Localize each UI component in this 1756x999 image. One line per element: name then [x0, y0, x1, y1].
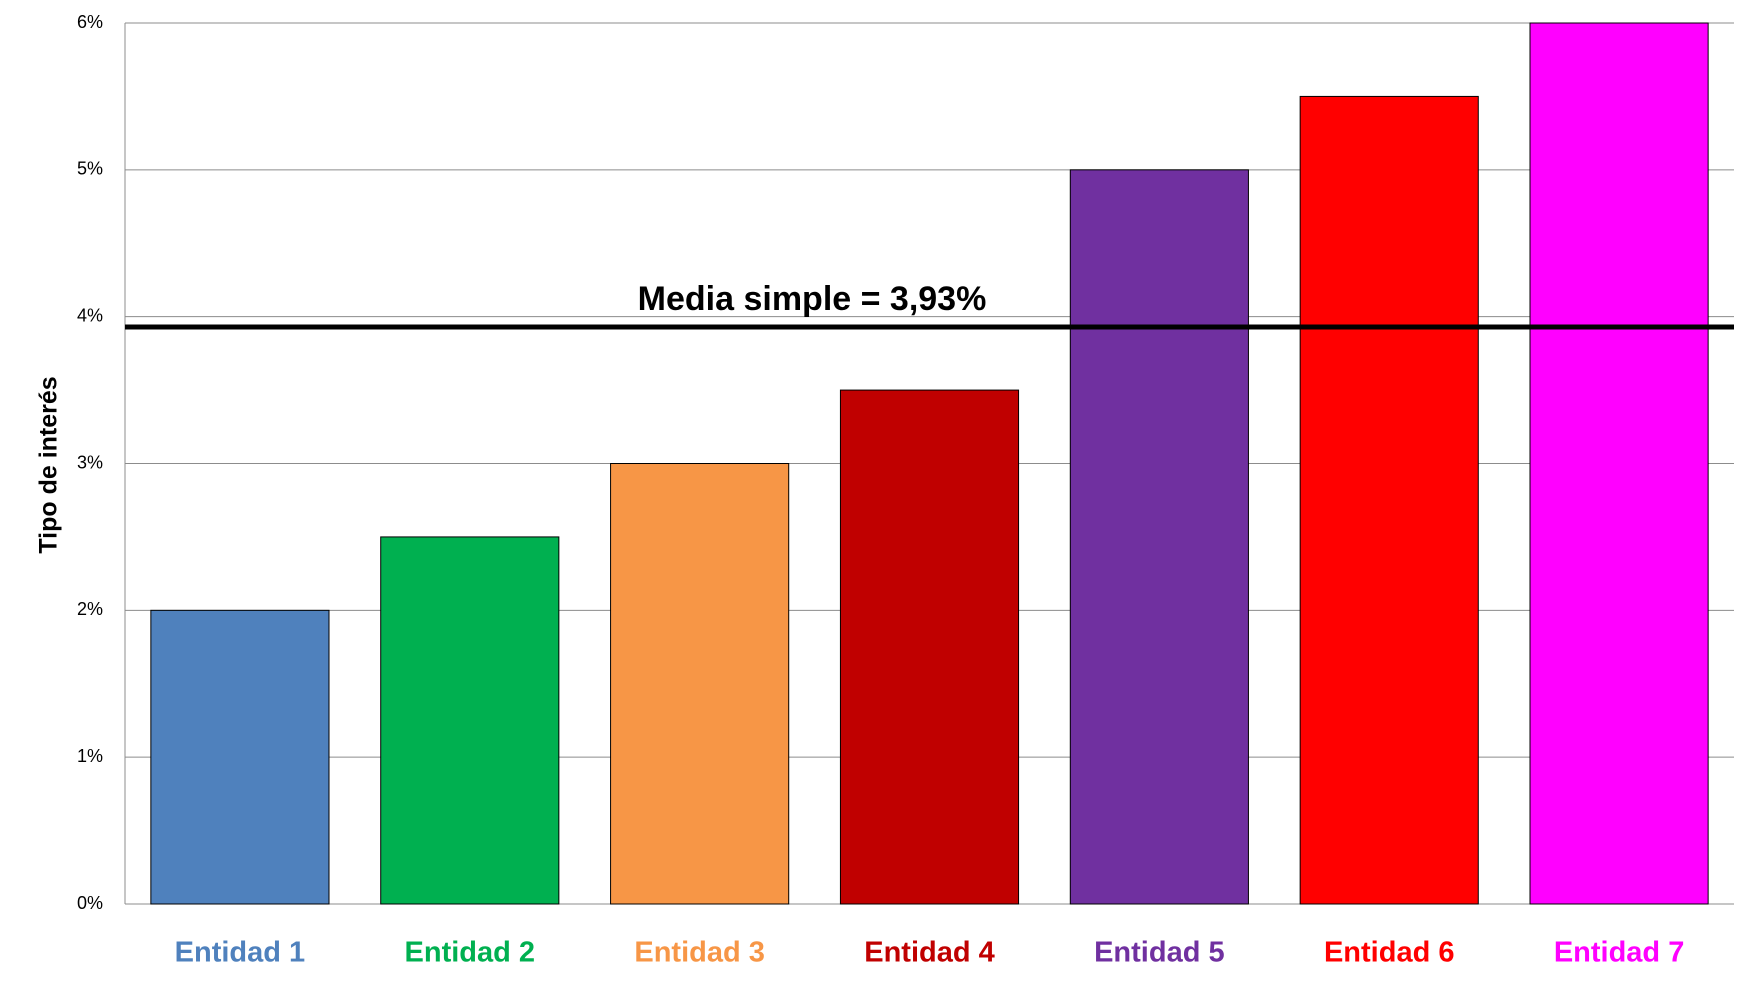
bar — [839, 389, 1020, 905]
y-tick-label: 2% — [77, 599, 103, 619]
bar — [380, 536, 560, 905]
y-tick-label: 3% — [77, 452, 103, 472]
y-tick-label: 0% — [77, 893, 103, 913]
x-tick-label: Entidad 6 — [1324, 937, 1455, 969]
x-tick-label: Entidad 1 — [175, 937, 306, 969]
x-tick-label: Entidad 3 — [634, 937, 765, 969]
mean-line-label: Media simple = 3,93% — [638, 280, 987, 318]
y-tick-label: 6% — [77, 12, 103, 32]
y-tick-label: 5% — [77, 159, 103, 179]
x-tick-label: Entidad 4 — [864, 937, 995, 969]
bar — [1299, 95, 1479, 905]
x-tick-label: Entidad 5 — [1094, 937, 1225, 969]
bar — [1069, 169, 1249, 905]
y-tick-label: 4% — [77, 305, 103, 325]
bar — [150, 609, 330, 905]
y-axis-label: Tipo de interés — [35, 376, 63, 553]
bar — [610, 463, 790, 905]
bar — [1529, 22, 1709, 905]
y-tick-label: 1% — [77, 746, 103, 766]
x-tick-label: Entidad 2 — [405, 937, 536, 969]
x-tick-label: Entidad 7 — [1554, 937, 1685, 969]
